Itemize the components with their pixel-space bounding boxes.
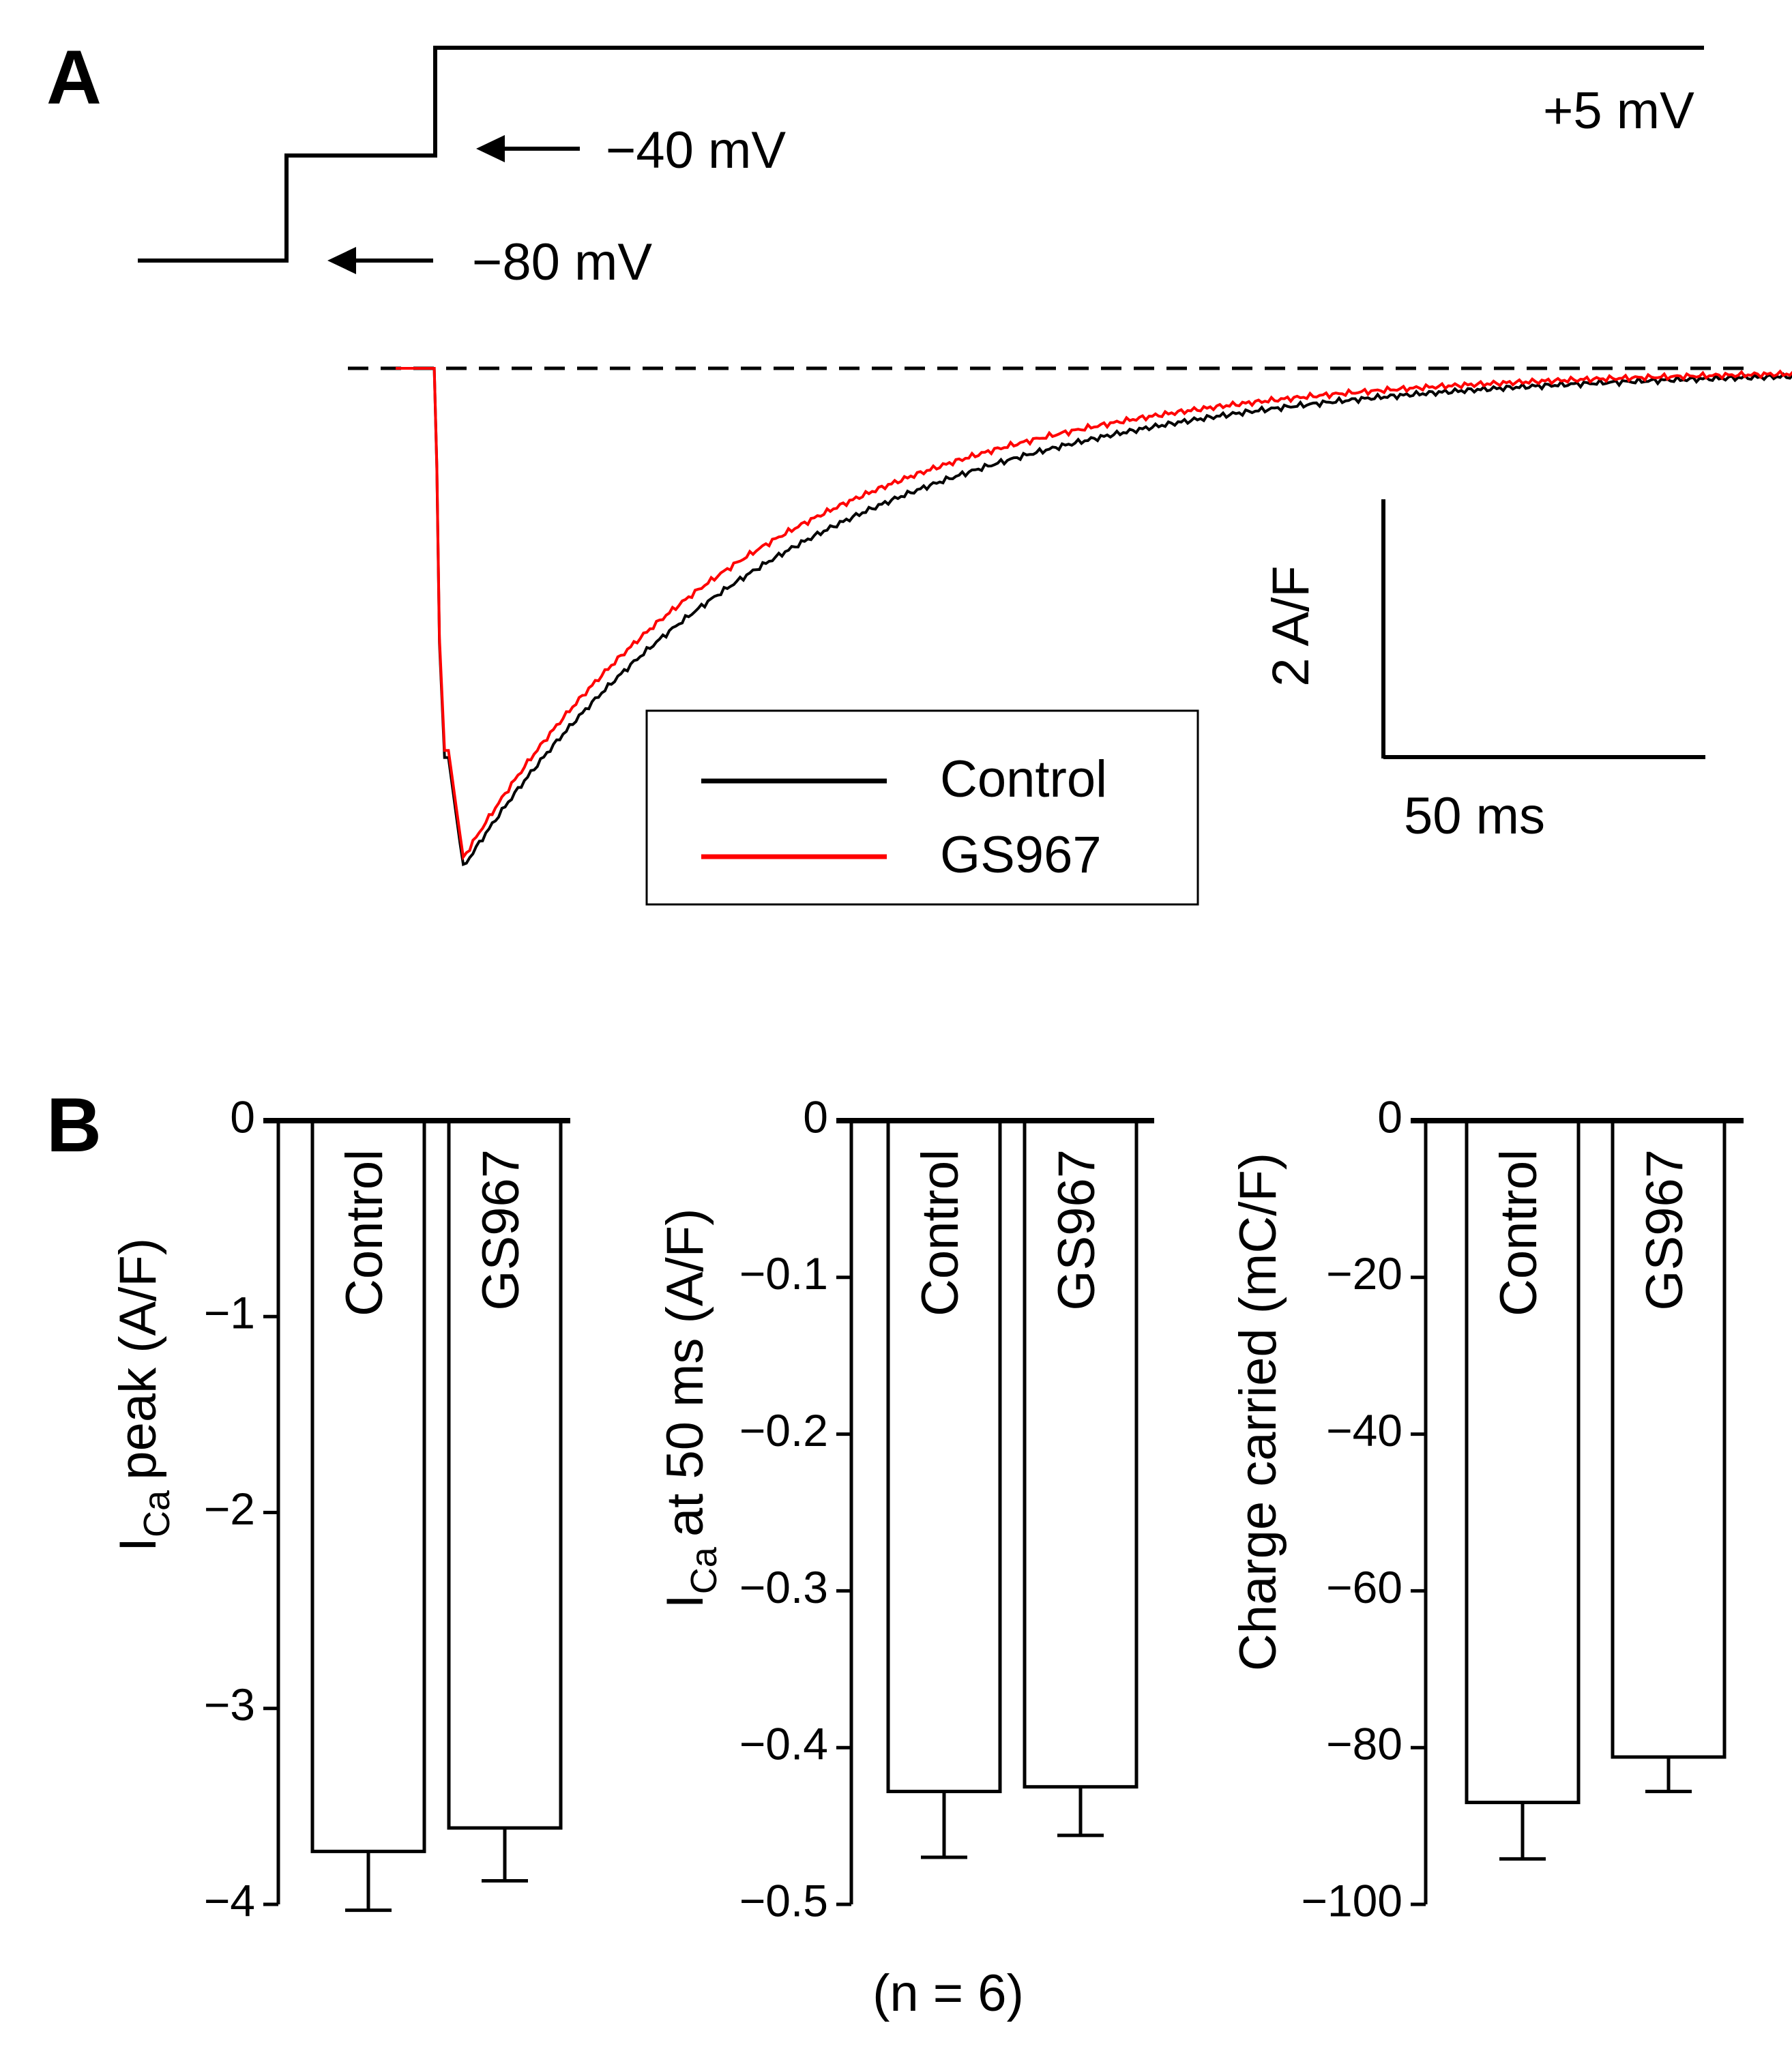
y-tick-label: 0: [230, 1091, 255, 1142]
prepulse-arrow: [476, 135, 580, 162]
y-tick-label: 0: [1377, 1091, 1402, 1142]
panel-a-label: A: [46, 35, 102, 120]
y-axis-title: ICa at 50 ms (A/F): [656, 1209, 724, 1609]
y-tick-label: −100: [1301, 1875, 1402, 1925]
y-axis-title: ICa peak (A/F): [109, 1238, 177, 1552]
y-tick-label: −60: [1326, 1562, 1402, 1612]
bar-label-control: Control: [336, 1149, 394, 1316]
bar-chart-1: Control GS967 0 −1 −2 −3 −4 ICa peak (A/F): [109, 1091, 570, 1925]
error-bar-control: [345, 1851, 392, 1913]
bar-control: [1465, 1119, 1581, 1805]
bar-label-control: Control: [911, 1149, 969, 1316]
bar-chart-2: Control GS967 0 −0.1 −0.2 −0.3 −0.4 −0.5 ICa at …: [656, 1091, 1154, 1925]
legend: Control GS967: [645, 709, 1199, 906]
y-tick-label: −0.2: [739, 1405, 828, 1456]
error-bar-control: [921, 1791, 967, 1859]
scale-bar: [1381, 499, 1705, 759]
y-tick-label: −0.4: [739, 1719, 828, 1769]
bar-label-gs967: GS967: [472, 1149, 530, 1311]
y-tick-label: −0.3: [739, 1562, 828, 1612]
holding-arrow: [327, 247, 433, 274]
holding-potential-label: −80 mV: [472, 233, 652, 291]
y-tick-label: −0.1: [739, 1248, 828, 1299]
bar-label-control: Control: [1490, 1149, 1548, 1316]
y-axis-title: Charge carried (mC/F): [1229, 1153, 1287, 1671]
bar-gs967: [447, 1119, 563, 1830]
panel-b-label: B: [46, 1082, 102, 1168]
bar-control: [886, 1119, 1002, 1793]
bar-chart-3: Control GS967 0 −20 −40 −60 −80 −100 Charge carr…: [1229, 1091, 1744, 1925]
error-bar-control: [1499, 1802, 1546, 1861]
trace-gs967: [396, 367, 1792, 861]
sample-size-note: (n = 6): [872, 1964, 1024, 2022]
y-tick-label: −4: [204, 1875, 255, 1925]
bar-gs967: [1611, 1119, 1727, 1759]
scale-bar-y-label: 2 A/F: [1262, 565, 1320, 686]
bar-label-gs967: GS967: [1636, 1149, 1694, 1311]
error-bar-gs967: [1645, 1756, 1692, 1794]
y-tick-label: −40: [1326, 1405, 1402, 1456]
y-tick-label: 0: [803, 1091, 828, 1142]
current-traces: [396, 367, 1792, 867]
y-tick-label: −0.5: [739, 1875, 828, 1925]
prepulse-potential-label: −40 mV: [606, 121, 786, 179]
y-tick-label: −20: [1326, 1248, 1402, 1299]
voltage-protocol-trace: [138, 46, 1704, 263]
scale-bar-x-label: 50 ms: [1404, 787, 1545, 845]
y-tick-label: −1: [204, 1288, 255, 1338]
test-potential-label: +5 mV: [1543, 82, 1694, 140]
legend-label-control: Control: [940, 750, 1107, 808]
y-tick-label: −80: [1326, 1719, 1402, 1769]
y-tick-label: −3: [204, 1679, 255, 1730]
legend-label-gs967: GS967: [940, 826, 1102, 884]
bar-label-gs967: GS967: [1048, 1149, 1106, 1311]
error-bar-gs967: [1057, 1786, 1104, 1838]
error-bar-gs967: [482, 1827, 528, 1883]
y-tick-label: −2: [204, 1484, 255, 1534]
